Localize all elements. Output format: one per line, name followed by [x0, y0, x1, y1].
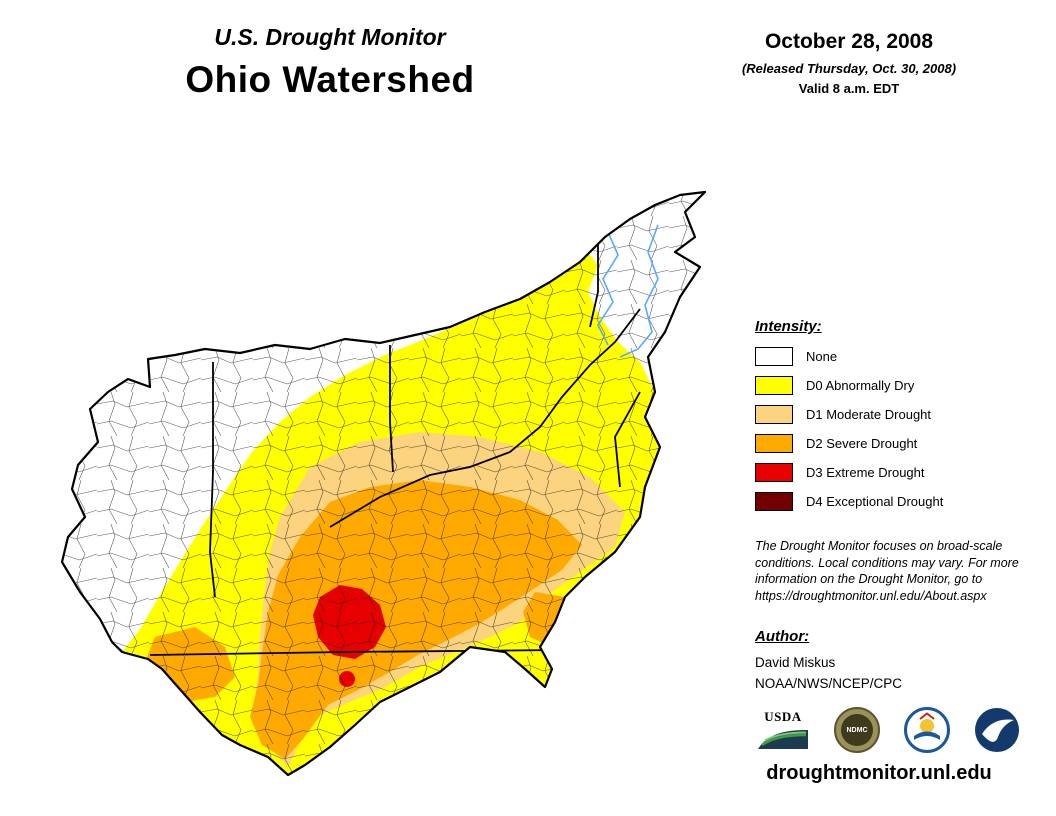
county-lines — [62, 192, 705, 775]
nws-logo — [904, 707, 950, 753]
valid-time: Valid 8 a.m. EDT — [798, 81, 900, 96]
legend-swatch — [755, 347, 793, 366]
usda-logo: USDA — [756, 709, 810, 751]
legend-label: D3 Extreme Drought — [806, 465, 925, 480]
page-title-block: U.S. Drought Monitor Ohio Watershed — [110, 24, 550, 101]
legend-swatch — [755, 376, 793, 395]
legend: Intensity: None D0 Abnormally Dry D1 Moder… — [755, 318, 1047, 521]
release-date: (Released Thursday, Oct. 30, 2008) — [741, 61, 957, 76]
legend-item: D0 Abnormally Dry — [755, 376, 1047, 395]
legend-items: None D0 Abnormally Dry D1 Moderate Drought… — [755, 347, 1047, 511]
usda-logo-art — [758, 729, 808, 749]
ndmc-logo-text: NDMC — [841, 714, 873, 746]
author-name: David Miskus — [755, 655, 836, 670]
disclaimer-text: The Drought Monitor focuses on broad-sca… — [755, 539, 1019, 603]
ndmc-logo: NDMC — [834, 707, 880, 753]
noaa-logo — [974, 707, 1020, 753]
watershed-map-svg — [60, 190, 707, 777]
legend-swatch — [755, 405, 793, 424]
legend-label: D2 Severe Drought — [806, 436, 918, 451]
usda-logo-text: USDA — [764, 709, 802, 724]
region-title: Ohio Watershed — [185, 59, 475, 100]
legend-heading: Intensity: — [755, 318, 822, 335]
state-borders — [149, 237, 641, 656]
legend-item: D2 Severe Drought — [755, 434, 1047, 453]
legend-label: None — [806, 349, 838, 364]
legend-item: D4 Exceptional Drought — [755, 492, 1047, 511]
report-title: U.S. Drought Monitor — [214, 24, 446, 50]
date-block: October 28, 2008 (Released Thursday, Oct… — [718, 30, 980, 96]
legend-label: D1 Moderate Drought — [806, 407, 932, 422]
legend-item: D3 Extreme Drought — [755, 463, 1047, 482]
logo-row: USDA NDMC — [756, 704, 1020, 756]
legend-label: D4 Exceptional Drought — [806, 494, 944, 509]
noaa-logo-art — [975, 708, 1019, 752]
author-heading: Author: — [755, 628, 810, 645]
ndmc-logo-ring: NDMC — [834, 707, 880, 753]
legend-swatch — [755, 492, 793, 511]
author-org: NOAA/NWS/NCEP/CPC — [755, 676, 903, 691]
watershed-map — [45, 172, 725, 792]
legend-swatch — [755, 434, 793, 453]
legend-item: None — [755, 347, 1047, 366]
map-date: October 28, 2008 — [764, 30, 934, 53]
footer-url: droughtmonitor.unl.edu — [766, 762, 992, 784]
author-block: Author: David Miskus NOAA/NWS/NCEP/CPC — [755, 628, 902, 691]
nws-logo-art — [904, 707, 950, 753]
watershed-outline — [60, 190, 707, 777]
legend-item: D1 Moderate Drought — [755, 405, 1047, 424]
legend-label: D0 Abnormally Dry — [806, 378, 915, 393]
legend-swatch — [755, 463, 793, 482]
